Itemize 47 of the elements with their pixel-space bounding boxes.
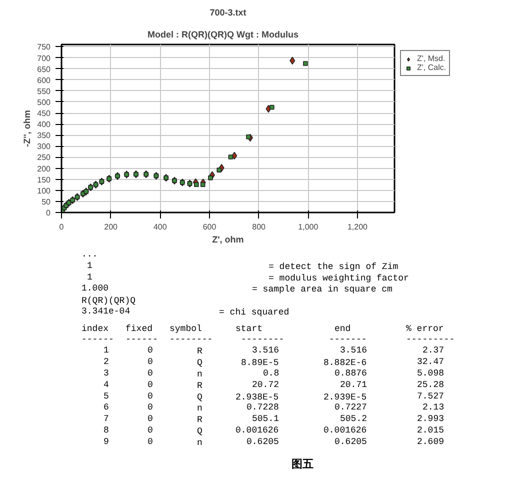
text: 图五 <box>292 457 314 470</box>
text: 6 0 n 0.7228 0.7227 2.13 <box>104 402 444 414</box>
y-tick-label: 150 <box>37 175 52 184</box>
chart-title: 700-3.txt <box>210 8 246 18</box>
legend-label: Z', Msd. <box>417 54 446 63</box>
y-tick-label: 550 <box>37 86 52 96</box>
text: ... <box>82 250 98 260</box>
x-tick-label: 600 <box>202 222 217 232</box>
y-tick-label: 200 <box>37 164 52 174</box>
text: index fixed symbol start end % error <box>82 324 444 334</box>
y-tick-label: 500 <box>37 98 52 107</box>
y-tick-label: 300 <box>37 142 52 152</box>
text: 5 0 Q 2.938E-5 2.939E-5 7.527 <box>104 391 444 402</box>
text: 3 0 n 0.8 0.8876 5.098 <box>104 368 444 380</box>
y-tick-label: 250 <box>37 153 52 162</box>
text: 8 0 Q 0.001626 0.001626 2.015 <box>104 426 444 436</box>
text: ------ ------ -------- -------- ------- --------- <box>82 334 455 344</box>
y-tick-label: 100 <box>37 186 52 196</box>
text: 1 0 R 3.516 3.516 2.37 <box>104 346 444 357</box>
text: 1 = modulus weighting factor <box>87 272 409 284</box>
y-tick-label: 50 <box>42 197 52 206</box>
text: 3.341e-04 = chi squared <box>82 306 290 318</box>
y-tick-label: 700 <box>37 54 52 63</box>
x-tick-label: 200 <box>104 222 118 232</box>
text: 9 0 n 0.6205 0.6205 2.609 <box>104 436 444 448</box>
legend-label: Z', Calc. <box>417 63 446 72</box>
y-axis-title: -Z'', ohm <box>22 110 32 147</box>
y-tick-label: 400 <box>37 120 52 130</box>
x-tick-label: 1,000 <box>298 222 319 232</box>
y-tick-label: 350 <box>37 131 52 140</box>
y-tick-label: 450 <box>37 109 52 118</box>
text: 7 0 R 505.1 505.2 2.993 <box>104 414 444 426</box>
x-tick-label: 800 <box>252 222 266 232</box>
text: 1 = detect the sign of Zim <box>87 260 398 272</box>
text: R(QR)(QR)Q <box>82 296 136 306</box>
y-tick-label: 650 <box>37 64 52 74</box>
x-tick-label: 0 <box>59 222 64 232</box>
x-tick-label: 400 <box>153 222 168 232</box>
y-tick-label: 750 <box>37 42 52 52</box>
x-axis-title: Z', ohm <box>212 234 244 244</box>
text: 2 0 Q 8.89E-5 8.882E-6 32.47 <box>104 357 444 368</box>
chart-subtitle: Model : R(QR)(QR)Q Wgt : Modulus <box>148 30 298 40</box>
y-tick-label: 0 <box>46 208 52 218</box>
y-tick-label: 600 <box>37 76 52 85</box>
text: 4 0 R 20.72 20.71 25.28 <box>104 380 444 391</box>
x-tick-label: 1,200 <box>347 222 368 232</box>
text: 1.000 = sample area in square cm <box>82 284 392 295</box>
